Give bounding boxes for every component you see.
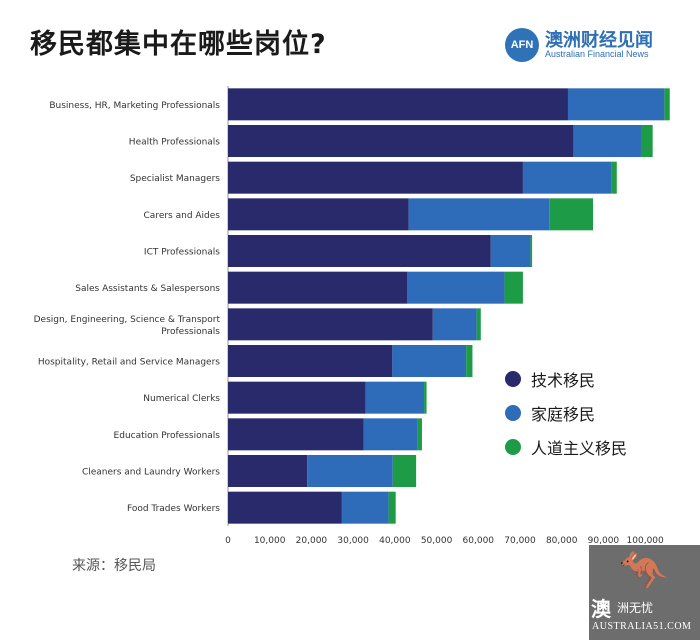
category-label-1: Health Professionals [129, 138, 221, 148]
category-label-6-line-0: Design, Engineering, Science & Transport [34, 315, 221, 325]
x-tick-label-4: 40,000 [379, 536, 411, 546]
bar-family-9 [363, 418, 418, 451]
brand: AFN 澳洲财经见闻 Australian Financial News [505, 26, 685, 62]
brand-name-en: Australian Financial News [545, 49, 649, 59]
bar-skilled-10 [228, 455, 308, 487]
afn-logo: AFN [505, 28, 539, 62]
bar-skilled-9 [228, 418, 364, 451]
legend-label-family: 家庭移民 [531, 405, 596, 424]
category-label-11: Food Trades Workers [127, 504, 220, 514]
bar-family-11 [341, 491, 389, 524]
legend-item-skilled: 技术移民 [505, 362, 627, 396]
bar-family-1 [573, 125, 641, 157]
watermark-cn2: 洲无忧 [617, 601, 654, 615]
category-label-2: Specialist Managers [130, 174, 220, 184]
bar-family-10 [307, 455, 393, 487]
x-tick-label-9: 90,000 [588, 536, 620, 546]
bar-skilled-0 [228, 88, 568, 121]
bar-humanitarian-5 [504, 271, 523, 304]
legend-swatch-family [505, 405, 521, 421]
chart-title: 移民都集中在哪些岗位? [30, 29, 327, 60]
bar-family-3 [408, 198, 550, 231]
bar-humanitarian-6 [476, 308, 481, 341]
category-label-5: Sales Assistants & Salespersons [75, 284, 220, 294]
category-label-8: Numerical Clerks [143, 394, 220, 404]
legend-swatch-skilled [505, 371, 521, 387]
bar-family-8 [365, 381, 425, 414]
legend: 技术移民 家庭移民 人道主义移民 [505, 362, 627, 464]
bar-family-0 [567, 88, 665, 121]
legend-item-family: 家庭移民 [505, 396, 627, 430]
watermark-en: AUSTRALIA51.COM [592, 621, 692, 632]
bar-humanitarian-2 [611, 161, 617, 194]
source-note: 来源：移民局 [72, 558, 156, 574]
bar-skilled-2 [228, 161, 523, 194]
category-label-3: Carers and Aides [144, 211, 221, 221]
bar-humanitarian-8 [424, 381, 427, 414]
bar-humanitarian-11 [388, 491, 396, 524]
category-label-10: Cleaners and Laundry Workers [82, 468, 220, 478]
corner-watermark: 🦘 澳 洲无忧 AUSTRALIA51.COM [589, 545, 700, 640]
bar-skilled-8 [228, 381, 366, 414]
bar-family-2 [522, 161, 612, 194]
category-label-6-line-1: Professionals [161, 327, 220, 337]
bar-skilled-3 [228, 198, 409, 231]
bar-family-5 [407, 271, 505, 304]
x-tick-label-3: 30,000 [337, 536, 369, 546]
x-tick-label-6: 60,000 [463, 536, 495, 546]
bar-skilled-6 [228, 308, 433, 341]
bar-humanitarian-0 [664, 88, 670, 121]
x-tick-label-5: 50,000 [421, 536, 453, 546]
kangaroo-icon: 🦘 [619, 548, 669, 594]
bar-family-7 [392, 345, 467, 377]
x-tick-label-0: 0 [225, 536, 231, 546]
x-tick-label-7: 70,000 [504, 536, 536, 546]
legend-label-skilled: 技术移民 [531, 371, 596, 390]
bar-skilled-7 [228, 345, 393, 377]
brand-name-cn: 澳洲财经见闻 [545, 30, 653, 51]
bar-humanitarian-4 [530, 235, 533, 267]
legend-label-humanitarian: 人道主义移民 [531, 439, 628, 458]
x-tick-label-8: 80,000 [546, 536, 578, 546]
bar-humanitarian-3 [549, 198, 593, 231]
bar-skilled-4 [228, 235, 491, 267]
legend-swatch-humanitarian [505, 439, 521, 455]
category-label-7: Hospitality, Retail and Service Managers [38, 358, 220, 368]
legend-item-humanitarian: 人道主义移民 [505, 430, 627, 464]
bar-humanitarian-1 [640, 125, 653, 157]
category-label-4: ICT Professionals [144, 248, 220, 258]
x-tick-label-1: 10,000 [254, 536, 286, 546]
category-label-0: Business, HR, Marketing Professionals [49, 101, 220, 111]
watermark-cn: 澳 [591, 597, 611, 621]
bar-skilled-5 [228, 271, 408, 304]
bar-family-6 [432, 308, 477, 341]
bar-family-4 [490, 235, 531, 267]
x-tick-label-2: 20,000 [296, 536, 328, 546]
x-tick-label-10: 100,000 [627, 536, 664, 546]
category-label-9: Education Professionals [114, 431, 221, 441]
bar-humanitarian-9 [417, 418, 422, 451]
bar-skilled-11 [228, 491, 342, 524]
bar-skilled-1 [228, 125, 574, 157]
bar-humanitarian-7 [466, 345, 473, 377]
bar-humanitarian-10 [392, 455, 417, 487]
